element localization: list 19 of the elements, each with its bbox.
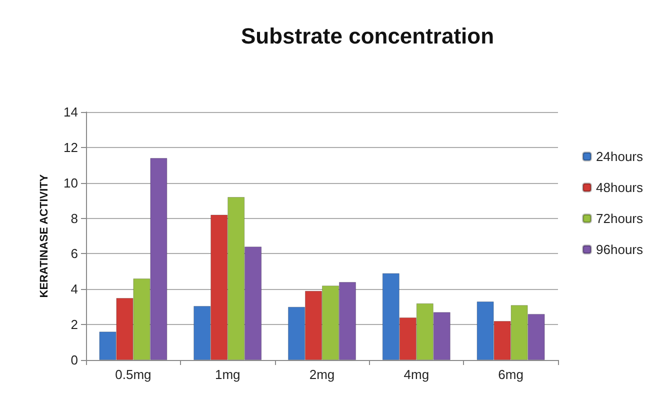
y-tick-label: 6	[70, 246, 78, 262]
y-tick-label: 2	[70, 317, 78, 332]
y-tick-label: 0	[70, 352, 78, 368]
legend-label: 48hours	[596, 180, 644, 195]
y-axis-title: KERATINASE ACTIVITY	[38, 174, 50, 298]
chart-title: Substrate concentration	[241, 24, 494, 48]
x-tick-label: 6mg	[498, 367, 524, 382]
y-tick-label: 10	[64, 175, 78, 190]
legend-label: 24hours	[596, 149, 644, 164]
x-tick-label: 0.5mg	[115, 367, 152, 382]
legend-label: 72hours	[596, 211, 644, 226]
x-tick-label: 2mg	[309, 367, 335, 382]
x-tick-label: 1mg	[214, 367, 240, 382]
y-tick-label: 12	[64, 140, 78, 155]
y-tick-label: 4	[70, 282, 78, 297]
y-tick-label: 8	[70, 210, 78, 226]
y-tick-label: 14	[64, 104, 78, 120]
x-tick-label: 4mg	[404, 367, 430, 382]
legend-label: 96hours	[596, 242, 644, 257]
